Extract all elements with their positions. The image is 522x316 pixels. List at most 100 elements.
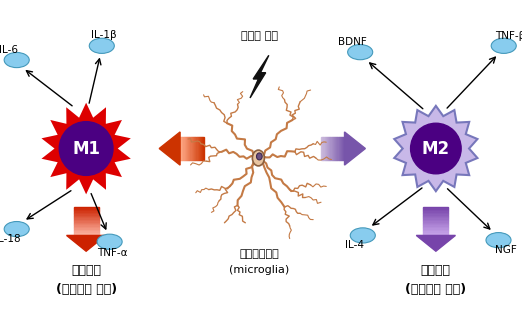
Polygon shape bbox=[326, 137, 327, 160]
Polygon shape bbox=[200, 137, 201, 160]
Polygon shape bbox=[74, 233, 99, 234]
Polygon shape bbox=[423, 224, 448, 226]
Polygon shape bbox=[181, 137, 183, 160]
Text: M1: M1 bbox=[72, 140, 100, 157]
Polygon shape bbox=[185, 137, 186, 160]
Polygon shape bbox=[192, 137, 193, 160]
Text: 뇌허혈 손상: 뇌허혈 손상 bbox=[241, 31, 278, 41]
Polygon shape bbox=[423, 216, 448, 217]
Polygon shape bbox=[250, 55, 269, 98]
Polygon shape bbox=[199, 137, 200, 160]
Polygon shape bbox=[321, 137, 322, 160]
Polygon shape bbox=[187, 137, 188, 160]
Polygon shape bbox=[423, 231, 448, 233]
Text: TNF-β: TNF-β bbox=[495, 31, 522, 40]
Polygon shape bbox=[335, 137, 336, 160]
Polygon shape bbox=[423, 213, 448, 214]
Polygon shape bbox=[394, 106, 478, 191]
Polygon shape bbox=[180, 137, 181, 160]
Polygon shape bbox=[341, 137, 342, 160]
Polygon shape bbox=[423, 214, 448, 216]
Text: IL-4: IL-4 bbox=[345, 240, 364, 250]
Polygon shape bbox=[340, 137, 341, 160]
Text: 신경손상: 신경손상 bbox=[71, 264, 101, 277]
Circle shape bbox=[486, 233, 511, 248]
Polygon shape bbox=[343, 137, 345, 160]
Polygon shape bbox=[423, 228, 448, 230]
Polygon shape bbox=[74, 207, 99, 209]
Polygon shape bbox=[337, 137, 339, 160]
Text: (항염증성 기능): (항염증성 기능) bbox=[405, 283, 467, 296]
Polygon shape bbox=[74, 213, 99, 214]
Text: NGF: NGF bbox=[495, 246, 516, 255]
Polygon shape bbox=[423, 209, 448, 210]
Polygon shape bbox=[195, 137, 196, 160]
Polygon shape bbox=[186, 137, 187, 160]
Polygon shape bbox=[74, 220, 99, 221]
Polygon shape bbox=[323, 137, 325, 160]
Ellipse shape bbox=[411, 123, 461, 174]
Polygon shape bbox=[423, 218, 448, 220]
Polygon shape bbox=[328, 137, 329, 160]
Polygon shape bbox=[74, 210, 99, 211]
Polygon shape bbox=[336, 137, 337, 160]
Polygon shape bbox=[423, 230, 448, 231]
Polygon shape bbox=[74, 227, 99, 228]
Polygon shape bbox=[74, 216, 99, 217]
Polygon shape bbox=[339, 137, 340, 160]
Polygon shape bbox=[423, 210, 448, 211]
Text: IL-1β: IL-1β bbox=[91, 30, 116, 40]
Polygon shape bbox=[74, 222, 99, 224]
Polygon shape bbox=[74, 231, 99, 233]
Polygon shape bbox=[194, 137, 195, 160]
Polygon shape bbox=[201, 137, 203, 160]
Polygon shape bbox=[193, 137, 194, 160]
Polygon shape bbox=[423, 222, 448, 224]
Polygon shape bbox=[189, 137, 191, 160]
Polygon shape bbox=[41, 103, 131, 194]
Polygon shape bbox=[327, 137, 328, 160]
Polygon shape bbox=[159, 132, 180, 165]
Polygon shape bbox=[191, 137, 192, 160]
Polygon shape bbox=[74, 230, 99, 231]
Polygon shape bbox=[423, 221, 448, 222]
Circle shape bbox=[89, 38, 114, 53]
Polygon shape bbox=[198, 137, 199, 160]
Polygon shape bbox=[423, 207, 448, 209]
Polygon shape bbox=[74, 209, 99, 210]
Polygon shape bbox=[74, 221, 99, 222]
Polygon shape bbox=[423, 220, 448, 221]
Text: (전염증성 기능): (전염증성 기능) bbox=[55, 283, 117, 296]
Polygon shape bbox=[325, 137, 326, 160]
Polygon shape bbox=[74, 234, 99, 235]
Polygon shape bbox=[74, 214, 99, 216]
Polygon shape bbox=[423, 227, 448, 228]
Polygon shape bbox=[184, 137, 185, 160]
Circle shape bbox=[4, 52, 29, 68]
Polygon shape bbox=[333, 137, 334, 160]
Polygon shape bbox=[74, 228, 99, 230]
Polygon shape bbox=[330, 137, 331, 160]
Polygon shape bbox=[423, 233, 448, 234]
Polygon shape bbox=[183, 137, 184, 160]
Polygon shape bbox=[345, 132, 365, 165]
Polygon shape bbox=[74, 226, 99, 227]
Polygon shape bbox=[74, 218, 99, 220]
Text: IL-6: IL-6 bbox=[0, 45, 18, 55]
Circle shape bbox=[491, 38, 516, 53]
Polygon shape bbox=[74, 211, 99, 213]
Ellipse shape bbox=[256, 153, 262, 160]
Text: TNF-α: TNF-α bbox=[97, 248, 127, 258]
Circle shape bbox=[348, 45, 373, 60]
Polygon shape bbox=[417, 235, 455, 251]
Polygon shape bbox=[67, 235, 105, 251]
Ellipse shape bbox=[60, 122, 113, 175]
Polygon shape bbox=[342, 137, 343, 160]
Ellipse shape bbox=[252, 150, 265, 166]
Text: IL-18: IL-18 bbox=[0, 234, 21, 244]
Text: 신경보수: 신경보수 bbox=[421, 264, 451, 277]
Text: M2: M2 bbox=[422, 140, 450, 157]
Polygon shape bbox=[188, 137, 189, 160]
Text: 미세아교세포: 미세아교세포 bbox=[240, 249, 279, 259]
Polygon shape bbox=[334, 137, 335, 160]
